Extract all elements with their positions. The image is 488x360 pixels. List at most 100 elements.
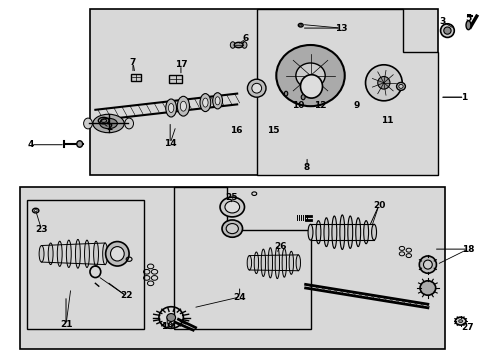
Ellipse shape bbox=[225, 224, 238, 234]
Text: 5: 5 bbox=[465, 14, 470, 23]
Text: 11: 11 bbox=[381, 116, 393, 125]
Text: 1: 1 bbox=[461, 93, 467, 102]
Ellipse shape bbox=[66, 240, 71, 267]
Ellipse shape bbox=[165, 99, 176, 117]
Ellipse shape bbox=[418, 256, 435, 273]
Ellipse shape bbox=[224, 201, 239, 213]
Ellipse shape bbox=[301, 95, 305, 100]
Ellipse shape bbox=[77, 141, 82, 147]
Ellipse shape bbox=[200, 94, 210, 112]
Ellipse shape bbox=[282, 248, 286, 277]
Text: 25: 25 bbox=[224, 193, 237, 202]
Ellipse shape bbox=[365, 65, 401, 101]
Ellipse shape bbox=[465, 21, 470, 30]
Ellipse shape bbox=[440, 24, 453, 37]
Ellipse shape bbox=[276, 45, 344, 106]
Ellipse shape bbox=[284, 91, 287, 96]
Ellipse shape bbox=[105, 242, 129, 266]
Ellipse shape bbox=[251, 84, 261, 93]
Text: 15: 15 bbox=[266, 126, 279, 135]
Ellipse shape bbox=[247, 79, 265, 97]
Text: 8: 8 bbox=[304, 163, 309, 172]
Text: 7: 7 bbox=[129, 58, 136, 67]
Ellipse shape bbox=[100, 118, 117, 129]
Ellipse shape bbox=[102, 243, 107, 265]
Ellipse shape bbox=[295, 63, 325, 88]
Ellipse shape bbox=[230, 42, 235, 48]
Ellipse shape bbox=[124, 118, 133, 129]
Text: 27: 27 bbox=[461, 323, 473, 332]
Text: 26: 26 bbox=[273, 242, 286, 251]
Ellipse shape bbox=[443, 27, 450, 34]
Text: 13: 13 bbox=[334, 24, 346, 33]
Bar bbox=[131, 74, 141, 81]
Ellipse shape bbox=[355, 218, 360, 247]
Bar bbox=[20, 187, 444, 349]
Ellipse shape bbox=[323, 218, 328, 247]
Ellipse shape bbox=[57, 241, 62, 266]
Bar bbox=[27, 200, 144, 329]
Ellipse shape bbox=[398, 85, 402, 89]
Ellipse shape bbox=[275, 247, 279, 279]
Ellipse shape bbox=[110, 247, 124, 261]
Ellipse shape bbox=[93, 114, 124, 133]
Text: 2: 2 bbox=[106, 123, 112, 132]
Text: 19: 19 bbox=[161, 323, 173, 331]
Ellipse shape bbox=[166, 314, 175, 321]
Ellipse shape bbox=[300, 75, 322, 98]
Ellipse shape bbox=[247, 256, 251, 270]
Polygon shape bbox=[256, 9, 437, 175]
Ellipse shape bbox=[371, 224, 376, 240]
Bar bbox=[90, 9, 437, 175]
Text: 6: 6 bbox=[243, 35, 248, 44]
Text: 10: 10 bbox=[291, 101, 304, 110]
Ellipse shape bbox=[234, 42, 243, 48]
Ellipse shape bbox=[458, 320, 462, 323]
Ellipse shape bbox=[363, 221, 368, 244]
Ellipse shape bbox=[347, 216, 352, 248]
Text: 12: 12 bbox=[313, 101, 326, 110]
Text: 24: 24 bbox=[233, 292, 245, 302]
Text: 3: 3 bbox=[439, 17, 445, 26]
Text: 22: 22 bbox=[120, 292, 132, 300]
Ellipse shape bbox=[261, 249, 265, 276]
Text: 23: 23 bbox=[35, 225, 48, 234]
Ellipse shape bbox=[93, 241, 98, 266]
Ellipse shape bbox=[83, 118, 92, 129]
Ellipse shape bbox=[254, 252, 258, 274]
Ellipse shape bbox=[454, 317, 465, 325]
Text: 14: 14 bbox=[163, 139, 176, 148]
Ellipse shape bbox=[222, 220, 242, 237]
Text: 16: 16 bbox=[229, 126, 242, 135]
Ellipse shape bbox=[212, 93, 222, 109]
Text: 21: 21 bbox=[60, 320, 72, 329]
Ellipse shape bbox=[315, 221, 320, 244]
Ellipse shape bbox=[168, 104, 174, 113]
Ellipse shape bbox=[75, 239, 80, 268]
Ellipse shape bbox=[215, 97, 220, 105]
Ellipse shape bbox=[39, 246, 44, 262]
Ellipse shape bbox=[288, 251, 293, 274]
Ellipse shape bbox=[423, 260, 431, 269]
Text: 9: 9 bbox=[353, 101, 360, 110]
Ellipse shape bbox=[339, 215, 344, 249]
Ellipse shape bbox=[299, 24, 302, 26]
Ellipse shape bbox=[267, 248, 272, 278]
Ellipse shape bbox=[242, 42, 246, 48]
Ellipse shape bbox=[202, 98, 208, 107]
Ellipse shape bbox=[180, 101, 186, 111]
Text: 20: 20 bbox=[372, 201, 385, 210]
Text: 18: 18 bbox=[461, 245, 473, 253]
Text: 4: 4 bbox=[27, 140, 34, 149]
Text: 17: 17 bbox=[174, 60, 187, 69]
Ellipse shape bbox=[307, 224, 312, 240]
Ellipse shape bbox=[377, 77, 389, 89]
Ellipse shape bbox=[177, 96, 189, 116]
Ellipse shape bbox=[220, 197, 244, 217]
Ellipse shape bbox=[396, 82, 405, 90]
Ellipse shape bbox=[84, 240, 89, 267]
Ellipse shape bbox=[48, 243, 53, 265]
Bar bbox=[168, 75, 182, 83]
Ellipse shape bbox=[331, 216, 336, 248]
Ellipse shape bbox=[296, 255, 300, 271]
